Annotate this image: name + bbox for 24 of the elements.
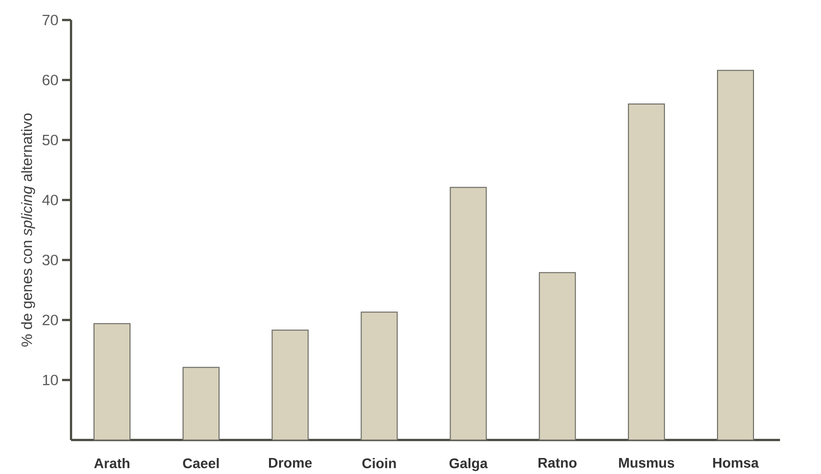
- bar: [717, 70, 754, 440]
- bar: [94, 323, 131, 440]
- x-tick-label: Arath: [94, 458, 130, 468]
- x-tick-label: Musmus: [619, 458, 674, 468]
- bar: [360, 312, 398, 440]
- x-tick-label: Cioin: [362, 458, 396, 468]
- y-tick-label: 10: [43, 374, 58, 386]
- y-tick-label: 60: [42, 74, 58, 86]
- x-tick-label: Homsa: [713, 458, 759, 468]
- y-tick-label: 50: [42, 134, 58, 146]
- bar: [450, 186, 487, 440]
- y-tick-label: 30: [42, 254, 58, 266]
- bar: [272, 330, 309, 440]
- x-tick-label: Caeel: [183, 458, 219, 468]
- y-axis-title: % de genes con splicing alternativo: [21, 113, 36, 347]
- bar: [628, 103, 665, 440]
- x-tick-label: Drome: [268, 458, 312, 468]
- y-tick-label: 40: [42, 194, 58, 206]
- x-tick-label: Ratno: [538, 458, 577, 468]
- y-tick-label: 20: [42, 314, 58, 326]
- x-tick-label: Galga: [449, 458, 488, 472]
- bar: [538, 272, 576, 440]
- y-tick-label: 70: [42, 14, 58, 26]
- bar: [182, 366, 220, 440]
